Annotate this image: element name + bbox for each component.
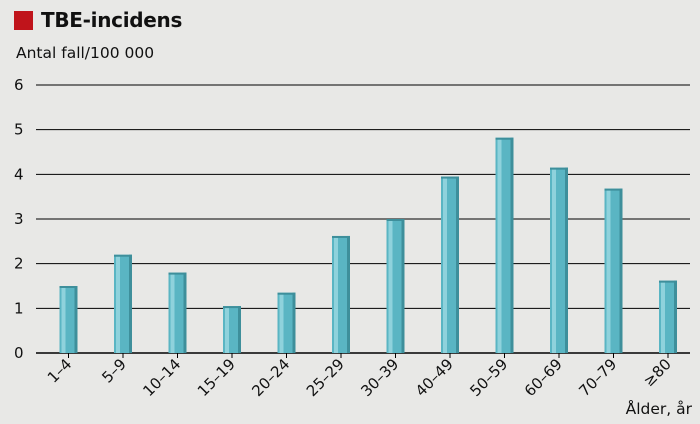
y-tick-label: 1 — [14, 299, 24, 317]
y-tick-label: 2 — [14, 255, 24, 273]
bar-top-edge — [223, 306, 241, 309]
bar-highlight — [552, 167, 556, 353]
bar-highlight — [279, 292, 284, 353]
bar-highlight — [225, 306, 229, 353]
bar-shade — [129, 254, 132, 353]
bar-shade — [401, 219, 405, 353]
bar-top-edge — [441, 176, 459, 179]
bar-highlight — [497, 137, 502, 353]
bar-highlight — [661, 280, 665, 353]
bar-top-edge — [168, 272, 187, 275]
x-tick-label: 1–4 — [44, 355, 76, 387]
y-axis-label: Antal fall/100 000 — [16, 44, 155, 62]
bar-top-edge — [604, 188, 623, 191]
bar-highlight — [170, 272, 175, 353]
bar-highlight — [61, 286, 66, 353]
title-square-icon — [14, 10, 33, 30]
x-tick-label: 5–9 — [98, 355, 130, 387]
bar-shade — [619, 188, 623, 353]
x-tick-label: 10–14 — [139, 355, 184, 400]
bar-highlight — [334, 235, 338, 353]
bar-highlight — [116, 254, 120, 353]
chart-title: TBE-incidens — [41, 8, 183, 32]
bar-highlight — [388, 219, 393, 353]
bar-shade — [292, 292, 296, 353]
bar-top-edge — [277, 292, 296, 295]
x-axis-label: Ålder, år — [625, 400, 692, 418]
y-tick-label: 6 — [14, 76, 24, 94]
y-tick-label: 4 — [14, 165, 24, 183]
bar-top-edge — [495, 137, 514, 140]
bar-shade — [510, 137, 514, 353]
y-tick-label: 0 — [14, 344, 24, 362]
bar-shade — [74, 286, 78, 353]
x-tick-label: 60–69 — [521, 355, 566, 400]
x-tick-label: 20–24 — [248, 355, 293, 400]
x-tick-label: 25–29 — [303, 355, 348, 400]
bar-shade — [183, 272, 187, 353]
bar-shade — [347, 235, 350, 353]
x-tick-label: ≥80 — [640, 355, 675, 390]
bar-top-edge — [114, 254, 132, 257]
x-tick-label: 70–79 — [575, 355, 620, 400]
x-tick-label: 40–49 — [412, 355, 457, 400]
bar-top-edge — [386, 219, 405, 221]
x-tick-label: 15–19 — [194, 355, 239, 400]
y-tick-label: 5 — [14, 121, 24, 139]
bar-top-edge — [550, 167, 568, 170]
bar-shade — [456, 176, 459, 353]
bar-top-edge — [59, 286, 78, 288]
bar-highlight — [606, 188, 611, 353]
x-tick-label: 50–59 — [466, 355, 511, 400]
bar-shade — [238, 306, 241, 353]
bar-top-edge — [659, 280, 677, 283]
bar-highlight — [443, 176, 447, 353]
bar-shade — [674, 280, 677, 353]
bar-top-edge — [332, 235, 350, 238]
x-tick-label: 30–39 — [357, 355, 402, 400]
y-tick-label: 3 — [14, 210, 24, 228]
chart-title-row: TBE-incidens — [14, 8, 182, 32]
bar-shade — [565, 167, 568, 353]
